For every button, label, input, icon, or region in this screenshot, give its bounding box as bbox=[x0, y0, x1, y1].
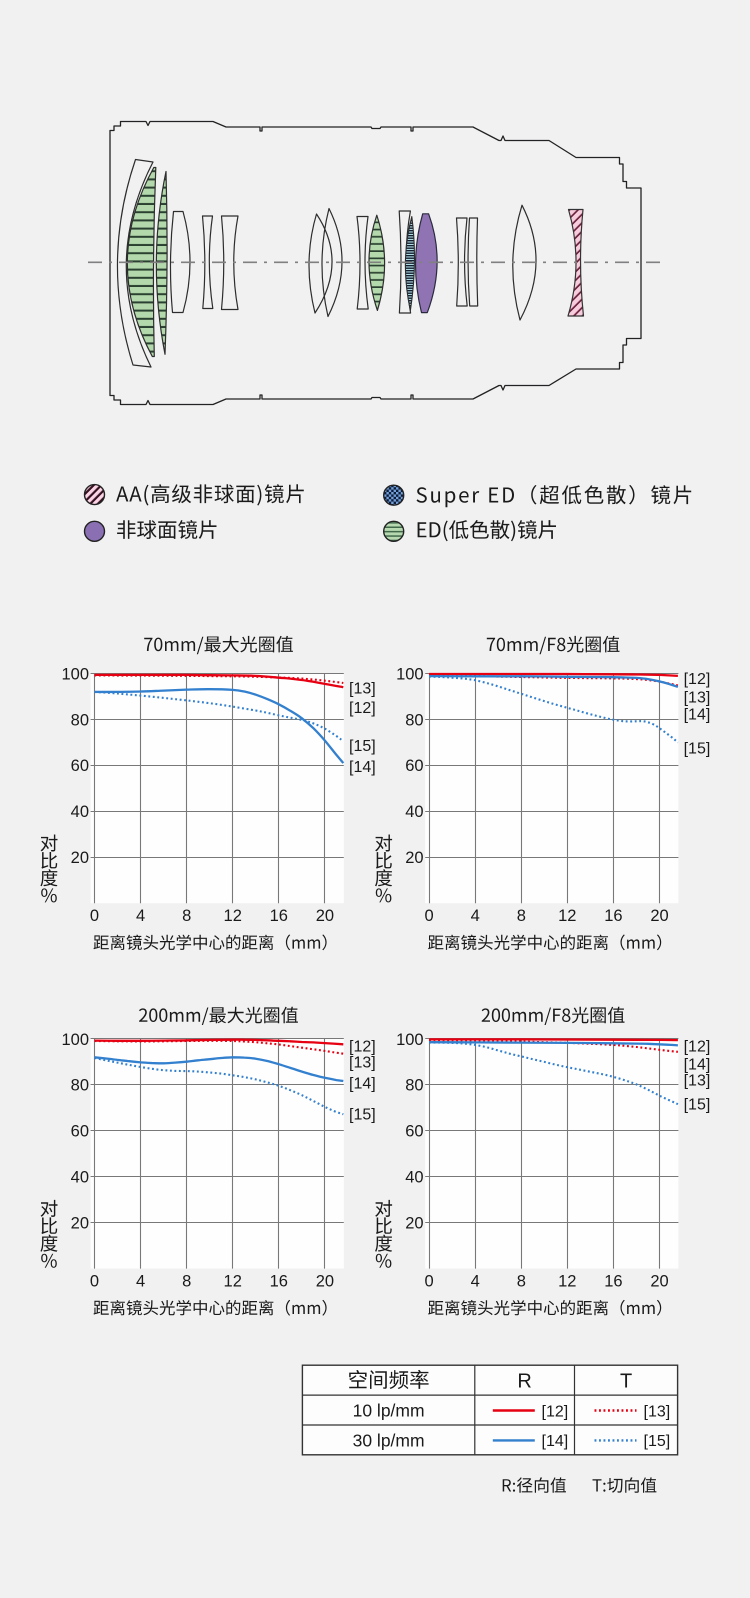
svg-text:0: 0 bbox=[425, 1273, 434, 1291]
svg-text:[15]: [15] bbox=[644, 1433, 671, 1450]
svg-text:[12]: [12] bbox=[349, 700, 376, 717]
svg-text:[12]: [12] bbox=[349, 1039, 376, 1056]
svg-text:4: 4 bbox=[136, 907, 145, 925]
svg-text:[14]: [14] bbox=[349, 1076, 376, 1093]
svg-text:100: 100 bbox=[396, 1031, 424, 1049]
svg-text:8: 8 bbox=[182, 907, 191, 925]
svg-text:60: 60 bbox=[405, 1123, 423, 1141]
svg-text:4: 4 bbox=[471, 907, 480, 925]
svg-text:16: 16 bbox=[604, 1273, 622, 1291]
svg-text:20: 20 bbox=[316, 907, 334, 925]
svg-text:12: 12 bbox=[558, 907, 576, 925]
svg-text:[13]: [13] bbox=[349, 1055, 376, 1072]
svg-text:100: 100 bbox=[61, 665, 89, 683]
svg-text:[12]: [12] bbox=[684, 1039, 711, 1056]
svg-text:[15]: [15] bbox=[349, 1107, 376, 1124]
svg-text:20: 20 bbox=[316, 1273, 334, 1291]
svg-text:20: 20 bbox=[650, 1273, 668, 1291]
svg-text:[14]: [14] bbox=[684, 1057, 711, 1074]
svg-text:[15]: [15] bbox=[684, 741, 711, 758]
svg-text:20: 20 bbox=[405, 849, 423, 867]
svg-text:16: 16 bbox=[270, 1273, 288, 1291]
svg-text:60: 60 bbox=[405, 757, 423, 775]
svg-text:[13]: [13] bbox=[349, 681, 376, 698]
svg-text:16: 16 bbox=[604, 907, 622, 925]
svg-text:100: 100 bbox=[396, 665, 424, 683]
svg-text:100: 100 bbox=[61, 1031, 89, 1049]
svg-text:20: 20 bbox=[71, 1215, 89, 1233]
svg-text:0: 0 bbox=[90, 907, 99, 925]
svg-text:8: 8 bbox=[517, 1273, 526, 1291]
svg-text:[14]: [14] bbox=[349, 759, 376, 776]
svg-text:12: 12 bbox=[224, 907, 242, 925]
svg-text:20: 20 bbox=[71, 849, 89, 867]
svg-text:0: 0 bbox=[425, 907, 434, 925]
svg-text:R: R bbox=[517, 1371, 531, 1393]
svg-text:20: 20 bbox=[650, 907, 668, 925]
svg-text:60: 60 bbox=[71, 1123, 89, 1141]
svg-text:12: 12 bbox=[558, 1273, 576, 1291]
svg-text:40: 40 bbox=[71, 1169, 89, 1187]
svg-text:20: 20 bbox=[405, 1215, 423, 1233]
svg-text:40: 40 bbox=[71, 803, 89, 821]
svg-text:[14]: [14] bbox=[684, 707, 711, 724]
svg-text:[13]: [13] bbox=[684, 689, 711, 706]
svg-text:40: 40 bbox=[405, 1169, 423, 1187]
svg-text:80: 80 bbox=[71, 711, 89, 729]
svg-text:[14]: [14] bbox=[542, 1433, 569, 1450]
svg-text:40: 40 bbox=[405, 803, 423, 821]
svg-text:0: 0 bbox=[90, 1273, 99, 1291]
svg-text:80: 80 bbox=[405, 711, 423, 729]
svg-text:T: T bbox=[620, 1371, 632, 1393]
svg-text:[12]: [12] bbox=[684, 671, 711, 688]
svg-text:[15]: [15] bbox=[684, 1097, 711, 1114]
svg-text:[13]: [13] bbox=[644, 1403, 671, 1420]
svg-text:60: 60 bbox=[71, 757, 89, 775]
svg-text:4: 4 bbox=[471, 1273, 480, 1291]
svg-text:[12]: [12] bbox=[542, 1403, 569, 1420]
svg-text:12: 12 bbox=[224, 1273, 242, 1291]
svg-text:16: 16 bbox=[270, 907, 288, 925]
svg-text:80: 80 bbox=[405, 1077, 423, 1095]
svg-text:[15]: [15] bbox=[349, 738, 376, 755]
svg-text:[13]: [13] bbox=[684, 1073, 711, 1090]
svg-text:8: 8 bbox=[517, 907, 526, 925]
svg-text:8: 8 bbox=[182, 1273, 191, 1291]
svg-text:10 lp/mm: 10 lp/mm bbox=[353, 1401, 425, 1421]
svg-text:30 lp/mm: 30 lp/mm bbox=[353, 1430, 425, 1450]
svg-text:4: 4 bbox=[136, 1273, 145, 1291]
svg-text:80: 80 bbox=[71, 1077, 89, 1095]
